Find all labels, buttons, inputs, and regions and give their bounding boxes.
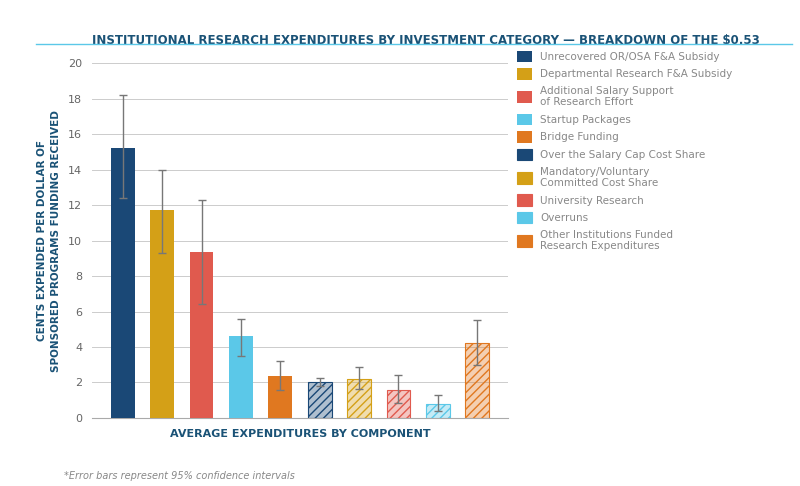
Bar xyxy=(347,379,371,418)
Bar xyxy=(111,148,134,418)
Bar xyxy=(426,404,450,418)
Bar xyxy=(466,344,489,418)
Bar xyxy=(308,382,331,418)
Bar xyxy=(386,390,410,418)
Bar xyxy=(426,404,450,418)
Legend: Unrecovered OR/OSA F&A Subsidy, Departmental Research F&A Subsidy, Additional Sa: Unrecovered OR/OSA F&A Subsidy, Departme… xyxy=(518,51,733,251)
Y-axis label: CENTS EXPENDED PER DOLLAR OF
SPONSORED PROGRAMS FUNDING RECEIVED: CENTS EXPENDED PER DOLLAR OF SPONSORED P… xyxy=(38,110,62,371)
Bar xyxy=(386,390,410,418)
X-axis label: AVERAGE EXPENDITURES BY COMPONENT: AVERAGE EXPENDITURES BY COMPONENT xyxy=(170,429,430,439)
Bar xyxy=(269,376,292,418)
Text: *Error bars represent 95% confidence intervals: *Error bars represent 95% confidence int… xyxy=(64,471,295,481)
Bar xyxy=(190,252,214,418)
Bar xyxy=(347,379,371,418)
Bar xyxy=(466,344,489,418)
Text: INSTITUTIONAL RESEARCH EXPENDITURES BY INVESTMENT CATEGORY — BREAKDOWN OF THE $0: INSTITUTIONAL RESEARCH EXPENDITURES BY I… xyxy=(92,34,760,47)
Bar xyxy=(308,382,331,418)
Bar xyxy=(150,210,174,418)
Bar xyxy=(229,336,253,418)
